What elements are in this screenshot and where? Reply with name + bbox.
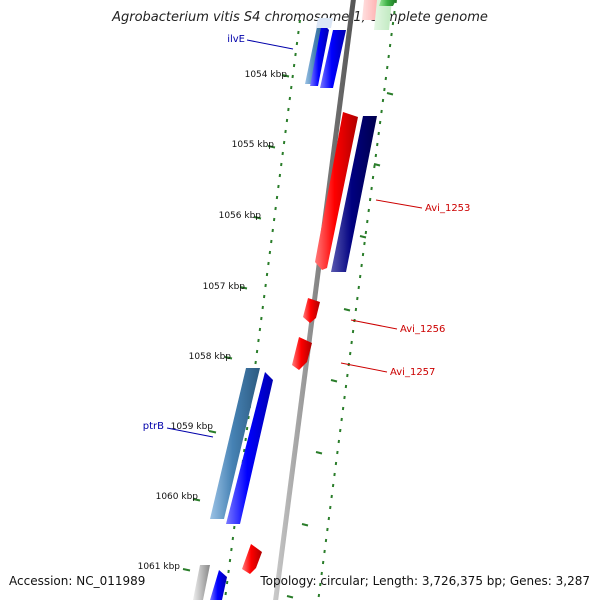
gene-green-top <box>379 0 396 6</box>
tick-label-1061: 1061 kbp <box>138 562 181 572</box>
gene-steel-ptrB <box>210 368 260 519</box>
right-tick-mark <box>301 523 309 527</box>
kbp-tick-labels: 1054 kbp 1055 kbp 1056 kbp 1057 kbp 1058… <box>138 70 288 572</box>
gene-label-avi1256: Avi_1256 <box>400 324 445 335</box>
tick-mark-1057 <box>239 286 248 290</box>
leader-line-avi1256 <box>350 319 398 330</box>
leader-line-ptrB <box>166 427 214 438</box>
tick-mark-1055 <box>267 145 276 149</box>
gene-blue-ilvE <box>310 22 329 86</box>
gene-label-ptrB: ptrB <box>143 421 164 432</box>
right-tick-mark <box>386 92 394 96</box>
tick-mark-1058 <box>224 356 233 360</box>
tick-mark-1054 <box>281 74 290 78</box>
gene-grey-bottom <box>193 565 210 600</box>
tick-label-1058: 1058 kbp <box>189 352 232 362</box>
gene-label-avi1253: Avi_1253 <box>425 203 470 214</box>
gene-green-faded-top <box>374 0 392 30</box>
gene-red-avi1253 <box>315 112 358 270</box>
gene-blue-bottom <box>210 570 227 600</box>
chromosome-backbone <box>273 0 356 600</box>
genome-summary-text: Topology: circular; Length: 3,726,375 bp… <box>260 574 590 588</box>
leader-line-avi1253 <box>375 199 423 209</box>
tick-label-1060: 1060 kbp <box>156 492 199 502</box>
tick-label-1054: 1054 kbp <box>245 70 288 80</box>
tick-label-1059: 1059 kbp <box>171 422 214 432</box>
accession-text: Accession: NC_011989 <box>9 574 146 588</box>
right-tick-mark <box>359 235 367 239</box>
gene-features <box>193 0 396 600</box>
tick-mark-1059 <box>208 430 217 434</box>
gene-red-avi1256 <box>303 298 320 323</box>
right-tick-mark <box>286 595 294 599</box>
gene-label-ilvE: ilvE <box>227 34 245 45</box>
gene-blue-2 <box>320 30 346 88</box>
gene-red-avi1257 <box>292 337 312 370</box>
tick-mark-1060 <box>192 498 201 502</box>
tick-label-1057: 1057 kbp <box>203 282 246 292</box>
gene-labels: ilvE Avi_1253 Avi_1256 Avi_1257 ptrB <box>143 34 470 438</box>
tick-label-1056: 1056 kbp <box>219 211 262 221</box>
tick-mark-1056 <box>253 216 262 220</box>
gene-blue-ptrB <box>226 372 273 524</box>
gene-red-bottom <box>242 544 262 574</box>
leader-line-avi1257 <box>340 362 388 373</box>
gene-label-avi1257: Avi_1257 <box>390 367 435 378</box>
right-tick-mark <box>330 379 338 383</box>
right-tick-mark <box>343 308 351 312</box>
gene-navy-avi1253 <box>331 116 377 272</box>
dotted-tracks <box>182 0 397 599</box>
gene-pale-1 <box>316 18 333 28</box>
right-tick-mark <box>373 163 381 167</box>
tick-label-1055: 1055 kbp <box>232 140 275 150</box>
leader-line-ilvE <box>246 39 294 50</box>
gene-red-faded-top <box>362 0 378 20</box>
tick-mark-1061 <box>182 568 191 572</box>
right-tick-mark <box>315 451 323 455</box>
